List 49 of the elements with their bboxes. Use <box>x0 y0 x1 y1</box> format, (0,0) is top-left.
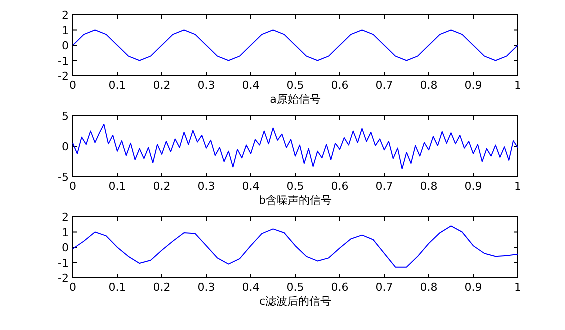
x-tick-label: 0.2 <box>153 79 171 92</box>
x-tick-label: 0.2 <box>153 180 171 193</box>
line-series <box>72 124 518 170</box>
x-tick-label: 1 <box>514 281 522 294</box>
y-tick-label: 0 <box>62 140 69 154</box>
x-tick-label: 0.6 <box>331 180 349 193</box>
y-tick-label: 2 <box>62 9 69 22</box>
x-tick-label: 0.9 <box>464 79 482 92</box>
x-tick-label: 0.5 <box>286 281 304 294</box>
x-tick-label: 0.6 <box>331 281 349 294</box>
x-tick-label: 0.1 <box>108 281 126 294</box>
y-tick-label: -1 <box>58 54 69 68</box>
x-axis-title: a原始信号 <box>270 93 321 106</box>
x-tick-label: 0.8 <box>420 79 438 92</box>
y-tick-label: -2 <box>58 70 69 83</box>
line-series <box>72 30 518 62</box>
x-axis-title: c滤波后的信号 <box>259 295 332 308</box>
x-tick-label: 0.6 <box>331 79 349 92</box>
x-tick-label: 0.5 <box>286 79 304 92</box>
y-tick-label: 2 <box>62 211 69 224</box>
x-tick-label: 0.3 <box>198 281 216 294</box>
x-tick-label: 0.7 <box>376 79 394 92</box>
x-tick-label: 0.4 <box>242 281 260 294</box>
y-tick-label: 1 <box>62 226 69 240</box>
x-tick-label: 0.4 <box>242 180 260 193</box>
y-tick-label: 1 <box>62 24 69 38</box>
x-tick-label: 0.2 <box>153 281 171 294</box>
x-tick-label: 0.3 <box>198 180 216 193</box>
x-tick-label: 0.5 <box>286 180 304 193</box>
x-tick-label: 0.7 <box>376 180 394 193</box>
y-tick-label: -2 <box>58 272 69 285</box>
x-tick-label: 0.4 <box>242 79 260 92</box>
x-tick-label: 0.9 <box>464 281 482 294</box>
x-tick-label: 0.9 <box>464 180 482 193</box>
y-tick-label: 0 <box>62 40 69 52</box>
x-axis-title: b含噪声的信号 <box>259 194 332 207</box>
x-tick-label: 0.8 <box>420 180 438 193</box>
x-tick-label: 0.3 <box>198 79 216 92</box>
x-tick-label: 0.7 <box>376 281 394 294</box>
x-tick-label: 1 <box>514 180 522 193</box>
y-tick-label: 5 <box>62 110 69 123</box>
x-tick-label: 0.1 <box>108 79 126 92</box>
y-tick-label: -5 <box>58 171 69 184</box>
line-series <box>72 226 518 268</box>
x-tick-label: 1 <box>514 79 522 92</box>
x-tick-label: 0.8 <box>420 281 438 294</box>
x-tick-label: 0.1 <box>108 180 126 193</box>
y-tick-label: 0 <box>62 242 69 254</box>
y-tick-label: -1 <box>58 256 69 270</box>
